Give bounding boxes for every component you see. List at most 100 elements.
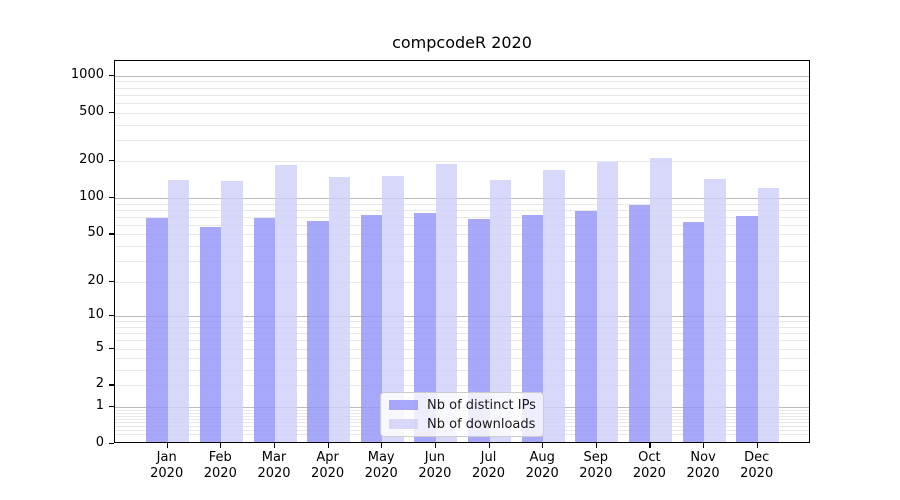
- y-tick-mark: [109, 280, 114, 282]
- bar-distinct-ips-mar: [253, 217, 275, 442]
- bar-downloads-nov: [704, 179, 726, 442]
- gridline-minor: [115, 370, 809, 372]
- gridline-minor: [115, 281, 809, 283]
- y-tick-label-200: 200: [79, 152, 104, 168]
- x-tick-mark: [220, 443, 222, 448]
- y-tick-label-10: 10: [87, 307, 104, 323]
- x-tick-label-aug: Aug 2020: [525, 450, 559, 481]
- gridline-minor: [115, 340, 809, 342]
- gridline-minor: [115, 261, 809, 262]
- gridline-minor: [115, 203, 809, 205]
- gridline-minor: [115, 209, 809, 211]
- y-tick-mark: [109, 160, 114, 162]
- x-tick-label-nov: Nov 2020: [686, 450, 720, 481]
- bar-distinct-ips-aug: [521, 214, 544, 442]
- x-tick-label-may: May 2020: [364, 450, 398, 481]
- y-tick-mark: [109, 384, 114, 386]
- bar-downloads-jun: [435, 163, 458, 442]
- x-tick-mark: [488, 443, 490, 448]
- gridline-minor: [115, 94, 809, 96]
- gridline-major: [115, 75, 809, 77]
- x-tick-mark: [756, 443, 758, 448]
- x-tick-label-oct: Oct 2020: [632, 450, 666, 481]
- x-tick-label-jul: Jul 2020: [471, 450, 506, 481]
- gridline-minor: [115, 139, 809, 141]
- legend-label-distinct-ips: Nb of distinct IPs: [427, 397, 536, 413]
- x-tick-label-jun: Jun 2020: [418, 450, 452, 481]
- gridline-minor: [115, 112, 809, 114]
- y-tick-label-2: 2: [95, 376, 104, 392]
- gridline-minor: [115, 234, 809, 236]
- bar-distinct-ips-jan: [146, 217, 168, 442]
- x-tick-mark: [166, 443, 168, 448]
- bar-distinct-ips-may: [360, 214, 383, 442]
- bar-distinct-ips-jul: [468, 218, 490, 442]
- bar-downloads-aug: [543, 169, 565, 442]
- gridline-minor: [115, 385, 809, 387]
- plot-wrap: 0 1 2 5 10 20 50 100 200 500 1000 Jan 2020 Feb 2020…: [71, 60, 810, 481]
- x-tick-mark: [595, 443, 597, 448]
- y-tick-label-0: 0: [95, 435, 104, 450]
- y-tick-mark: [109, 443, 114, 445]
- y-tick-label-1000: 1000: [70, 66, 104, 82]
- x-tick-label-apr: Apr 2020: [311, 450, 345, 481]
- gridline-minor: [115, 216, 809, 218]
- y-tick-label-1: 1: [95, 398, 104, 414]
- bar-distinct-ips-dec: [736, 216, 758, 442]
- gridline-minor: [115, 161, 809, 163]
- gridline-major: [115, 316, 809, 318]
- legend-swatch-distinct-ips: [389, 400, 418, 410]
- x-tick-mark: [381, 443, 383, 448]
- x-tick-mark: [274, 443, 276, 448]
- gridline-minor: [115, 321, 809, 323]
- bar-downloads-oct: [650, 158, 672, 442]
- gridline-minor: [115, 81, 809, 83]
- y-tick-mark: [109, 74, 114, 76]
- x-tick-label-jan: Jan 2020: [150, 450, 184, 481]
- y-tick-mark: [109, 347, 114, 349]
- bar-downloads-may: [382, 176, 404, 442]
- y-tick-mark: [109, 111, 114, 113]
- bar-distinct-ips-oct: [628, 204, 651, 442]
- plot-area: [114, 60, 810, 443]
- bar-distinct-ips-jun: [414, 212, 436, 442]
- gridline-minor: [115, 224, 809, 226]
- legend-label-downloads: Nb of downloads: [427, 416, 536, 432]
- bar-downloads-mar: [275, 164, 297, 442]
- y-tick-label-100: 100: [79, 189, 104, 204]
- legend-swatch-downloads: [389, 419, 418, 429]
- x-tick-mark: [703, 443, 705, 448]
- chart-title: compcodeR 2020: [392, 33, 532, 52]
- y-tick-label-20: 20: [87, 272, 104, 288]
- gridline-major: [115, 198, 809, 199]
- bar-downloads-dec: [757, 187, 780, 442]
- x-tick-label-dec: Dec 2020: [740, 450, 774, 481]
- x-tick-mark: [542, 443, 544, 448]
- x-tick-mark: [649, 443, 651, 448]
- x-tick-label-feb: Feb 2020: [203, 450, 237, 481]
- bar-distinct-ips-sep: [575, 211, 597, 442]
- x-tick-mark: [434, 443, 437, 448]
- bar-downloads-jan: [167, 179, 190, 442]
- bar-downloads-feb: [221, 181, 243, 442]
- y-tick-label-500: 500: [79, 103, 104, 119]
- gridline-minor: [115, 326, 809, 328]
- gridline-minor: [115, 333, 809, 335]
- bar-distinct-ips-feb: [199, 226, 222, 442]
- x-tick-label-sep: Sep 2020: [579, 450, 613, 481]
- gridline-minor: [115, 348, 809, 350]
- gridline-minor: [115, 87, 809, 89]
- y-tick-mark: [109, 197, 114, 199]
- gridline-minor: [115, 124, 809, 126]
- legend-item-downloads: Nb of downloads: [389, 417, 535, 432]
- y-tick-mark: [109, 233, 114, 235]
- legend: Nb of distinct IPs Nb of downloads: [380, 392, 544, 437]
- x-tick-label-mar: Mar 2020: [257, 450, 291, 481]
- x-tick-mark: [327, 443, 329, 448]
- bar-downloads-sep: [596, 161, 619, 442]
- bar-distinct-ips-apr: [307, 221, 329, 442]
- bar-downloads-jul: [489, 180, 511, 442]
- gridline-minor: [115, 246, 809, 248]
- y-tick-mark: [109, 406, 114, 408]
